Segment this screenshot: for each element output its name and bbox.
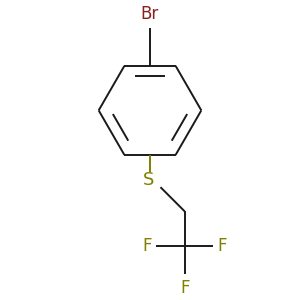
Text: F: F [217,236,226,254]
Text: F: F [143,236,152,254]
Text: Br: Br [141,5,159,23]
Text: S: S [142,170,154,188]
Text: F: F [180,279,189,297]
